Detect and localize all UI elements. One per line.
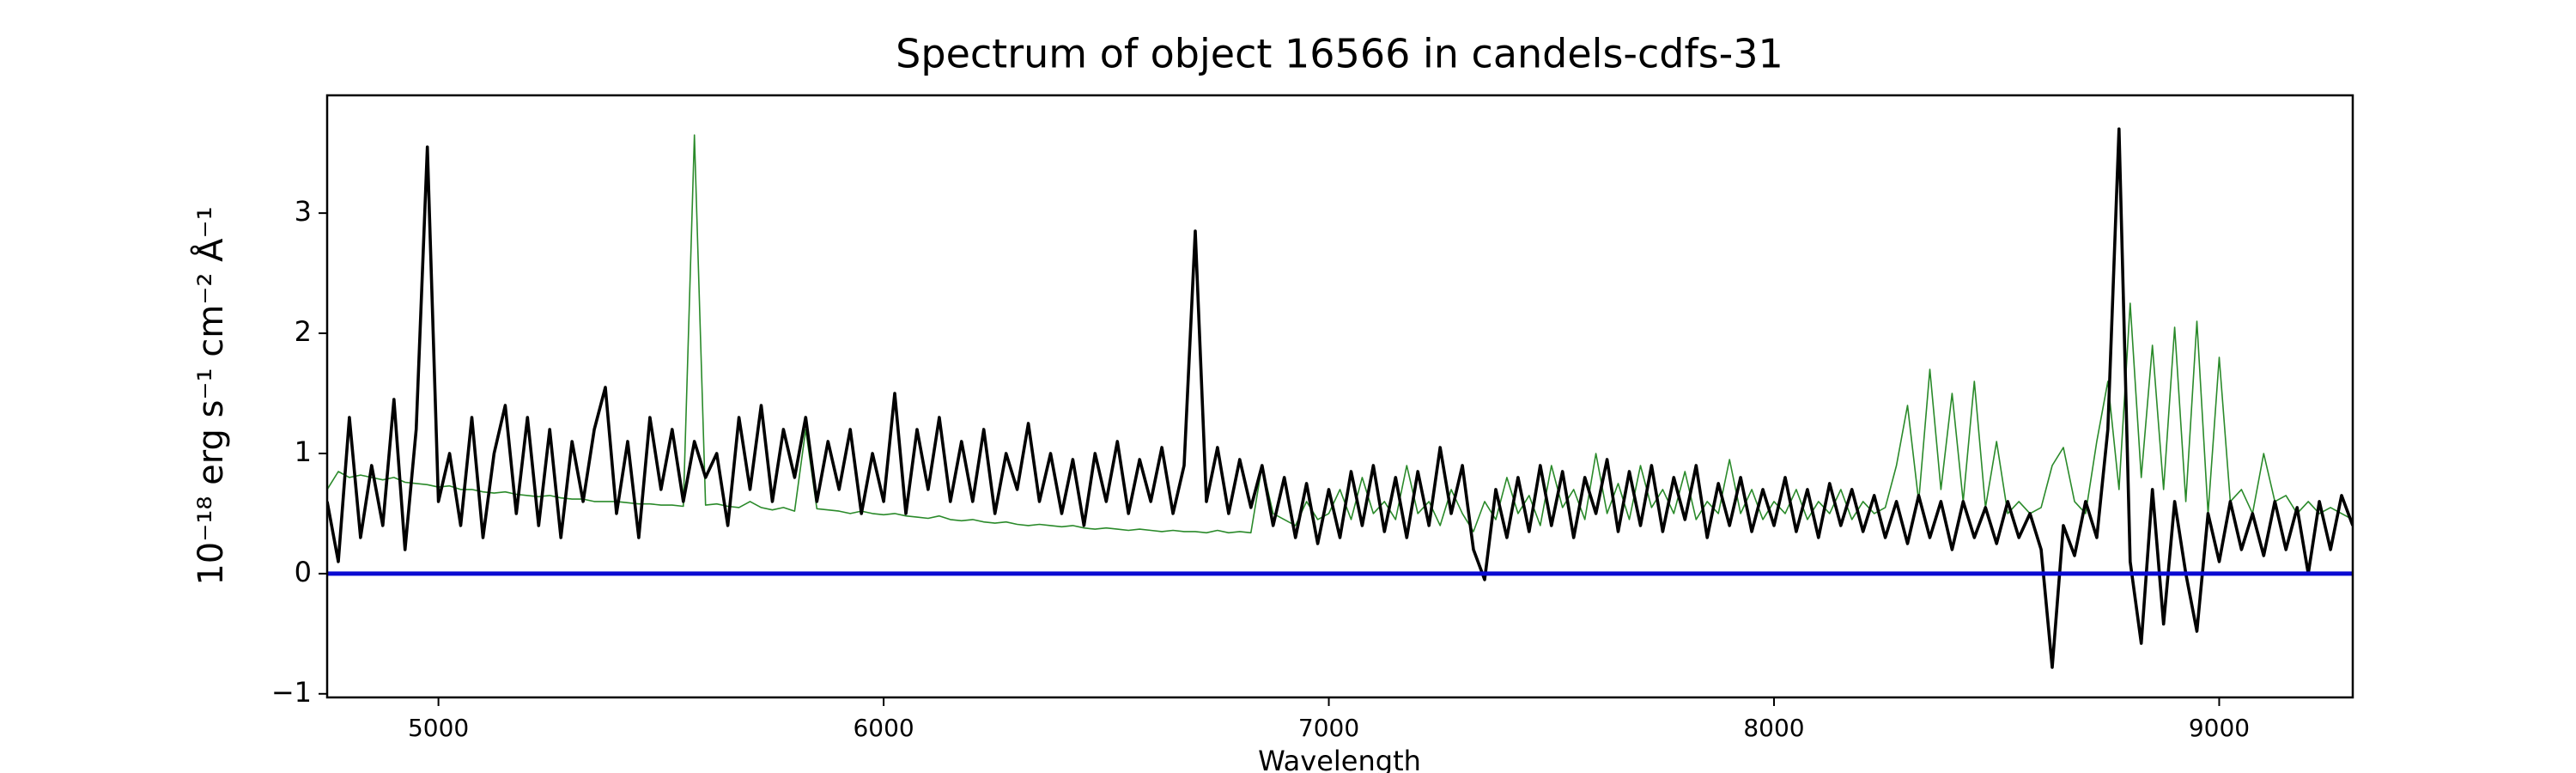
plot-frame	[325, 94, 2354, 699]
x-tick-label: 6000	[853, 714, 914, 742]
x-axis-label: Wavelength	[1258, 745, 1421, 773]
y-tick-label: 3	[295, 195, 312, 228]
y-tick-label: 2	[295, 315, 312, 348]
y-tick-label: −1	[271, 676, 312, 709]
spectrum-line	[327, 134, 2353, 534]
y-tick-label: 0	[295, 556, 312, 588]
y-tick-label: 1	[295, 435, 312, 468]
spectrum-line	[327, 127, 2353, 669]
x-tick-label: 5000	[408, 714, 469, 742]
chart-title: Spectrum of object 16566 in candels-cdfs…	[896, 31, 1783, 77]
x-tick-label: 7000	[1298, 714, 1359, 742]
x-tick-label: 9000	[2189, 714, 2250, 742]
x-tick-label: 8000	[1743, 714, 1804, 742]
y-axis-label: 10⁻¹⁸ erg s⁻¹ cm⁻² Å⁻¹	[190, 206, 231, 585]
